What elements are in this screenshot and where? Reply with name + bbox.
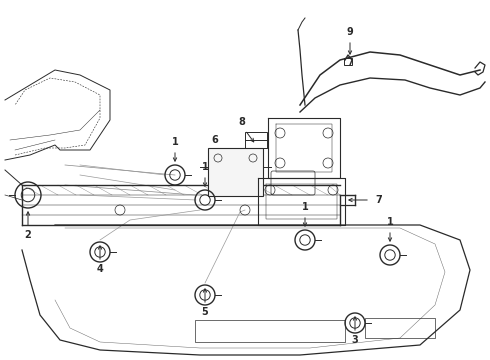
- Text: 6: 6: [212, 135, 219, 145]
- Text: 1: 1: [201, 162, 208, 172]
- Text: 2: 2: [24, 230, 31, 240]
- Text: 7: 7: [375, 195, 382, 205]
- Bar: [195, 320, 345, 342]
- Bar: [245, 132, 267, 148]
- Bar: [208, 148, 263, 196]
- Text: 5: 5: [201, 307, 208, 317]
- Text: 9: 9: [346, 27, 353, 37]
- Text: 1: 1: [172, 137, 178, 147]
- Text: 1: 1: [387, 217, 393, 227]
- Bar: [365, 318, 435, 338]
- Text: 4: 4: [97, 264, 103, 274]
- Text: 8: 8: [239, 117, 245, 127]
- Text: 1: 1: [302, 202, 308, 212]
- Text: 3: 3: [352, 335, 358, 345]
- Bar: [344, 58, 352, 65]
